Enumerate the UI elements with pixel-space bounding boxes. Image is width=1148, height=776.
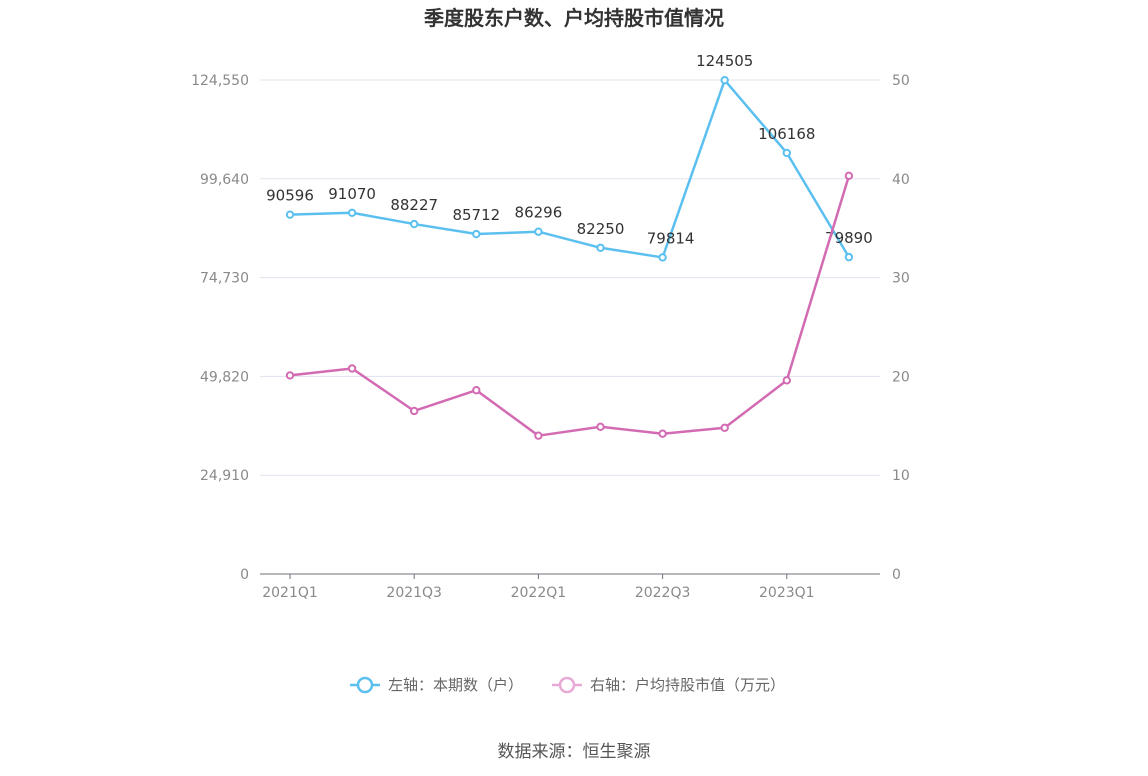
- data-label: 90596: [266, 187, 314, 205]
- data-point[interactable]: [347, 364, 357, 373]
- x-axis: 2021Q1 2021Q3 2022Q1 2022Q3 2023Q1: [260, 573, 880, 601]
- left-tick-label: 24,910: [200, 468, 249, 484]
- data-point[interactable]: [658, 253, 667, 262]
- right-tick-label: 0: [892, 567, 901, 583]
- data-label: 85712: [452, 206, 500, 224]
- data-point[interactable]: [285, 210, 295, 219]
- left-tick-label: 49,820: [200, 369, 249, 385]
- data-point[interactable]: [285, 371, 295, 380]
- source-note: 数据来源：恒生聚源: [498, 742, 651, 762]
- x-tick-label: 2021Q3: [386, 585, 442, 601]
- left-tick-label: 0: [240, 567, 249, 583]
- left-tick-label: 124,550: [191, 73, 249, 89]
- data-point[interactable]: [658, 429, 667, 438]
- legend-marker: [558, 676, 576, 694]
- data-label: 79890: [825, 229, 873, 247]
- legend-label: 右轴：户均持股市值（万元）: [590, 676, 785, 694]
- x-tick-label: 2022Q3: [635, 585, 691, 601]
- data-point[interactable]: [782, 148, 791, 158]
- legend-label: 左轴：本期数（户）: [388, 676, 523, 694]
- data-point[interactable]: [410, 219, 419, 229]
- series-line-0: [289, 78, 850, 259]
- data-point[interactable]: [534, 227, 543, 236]
- data-label: 106168: [758, 125, 815, 143]
- left-axis-ticks: 0 24,910 49,820 74,730 99,640 124,550: [191, 73, 249, 583]
- data-point[interactable]: [782, 376, 791, 385]
- legend-marker: [356, 676, 374, 694]
- data-point[interactable]: [534, 431, 543, 440]
- data-point[interactable]: [472, 229, 481, 239]
- data-point[interactable]: [410, 406, 419, 416]
- data-label: 124505: [696, 52, 753, 70]
- data-label: 91070: [328, 185, 376, 203]
- data-point[interactable]: [347, 208, 357, 217]
- legend-item-0[interactable]: 左轴：本期数（户）: [350, 676, 523, 694]
- data-point[interactable]: [844, 252, 854, 262]
- series: 90596 91070 88227 85712 86296 82250 79814 12450…: [266, 52, 873, 440]
- data-label: 86296: [515, 204, 563, 222]
- data-point[interactable]: [596, 422, 605, 431]
- data-point[interactable]: [720, 75, 729, 85]
- series-line-1: [289, 175, 851, 437]
- right-tick-label: 30: [892, 271, 910, 287]
- data-point[interactable]: [472, 386, 481, 395]
- right-tick-label: 50: [892, 73, 910, 89]
- data-label: 79814: [647, 229, 695, 247]
- x-tick-label: 2022Q1: [511, 585, 567, 601]
- right-tick-label: 10: [892, 468, 910, 484]
- data-label: 88227: [390, 196, 438, 214]
- data-point[interactable]: [720, 423, 729, 432]
- chart-title: 季度股东户数、户均持股市值情况: [423, 6, 724, 30]
- right-axis-ticks: 0 10 20 30 40 50: [892, 73, 910, 583]
- x-tick-label: 2021Q1: [262, 585, 318, 601]
- data-point[interactable]: [844, 171, 854, 181]
- legend-item-1[interactable]: 右轴：户均持股市值（万元）: [552, 676, 785, 694]
- data-label: 82250: [577, 220, 625, 238]
- right-tick-label: 40: [892, 172, 910, 188]
- left-tick-label: 74,730: [200, 271, 249, 287]
- legend[interactable]: 左轴：本期数（户） 右轴：户均持股市值（万元）: [350, 676, 785, 694]
- data-point[interactable]: [596, 243, 605, 252]
- left-tick-label: 99,640: [200, 172, 249, 188]
- right-tick-label: 20: [892, 369, 910, 385]
- x-tick-label: 2023Q1: [759, 585, 815, 601]
